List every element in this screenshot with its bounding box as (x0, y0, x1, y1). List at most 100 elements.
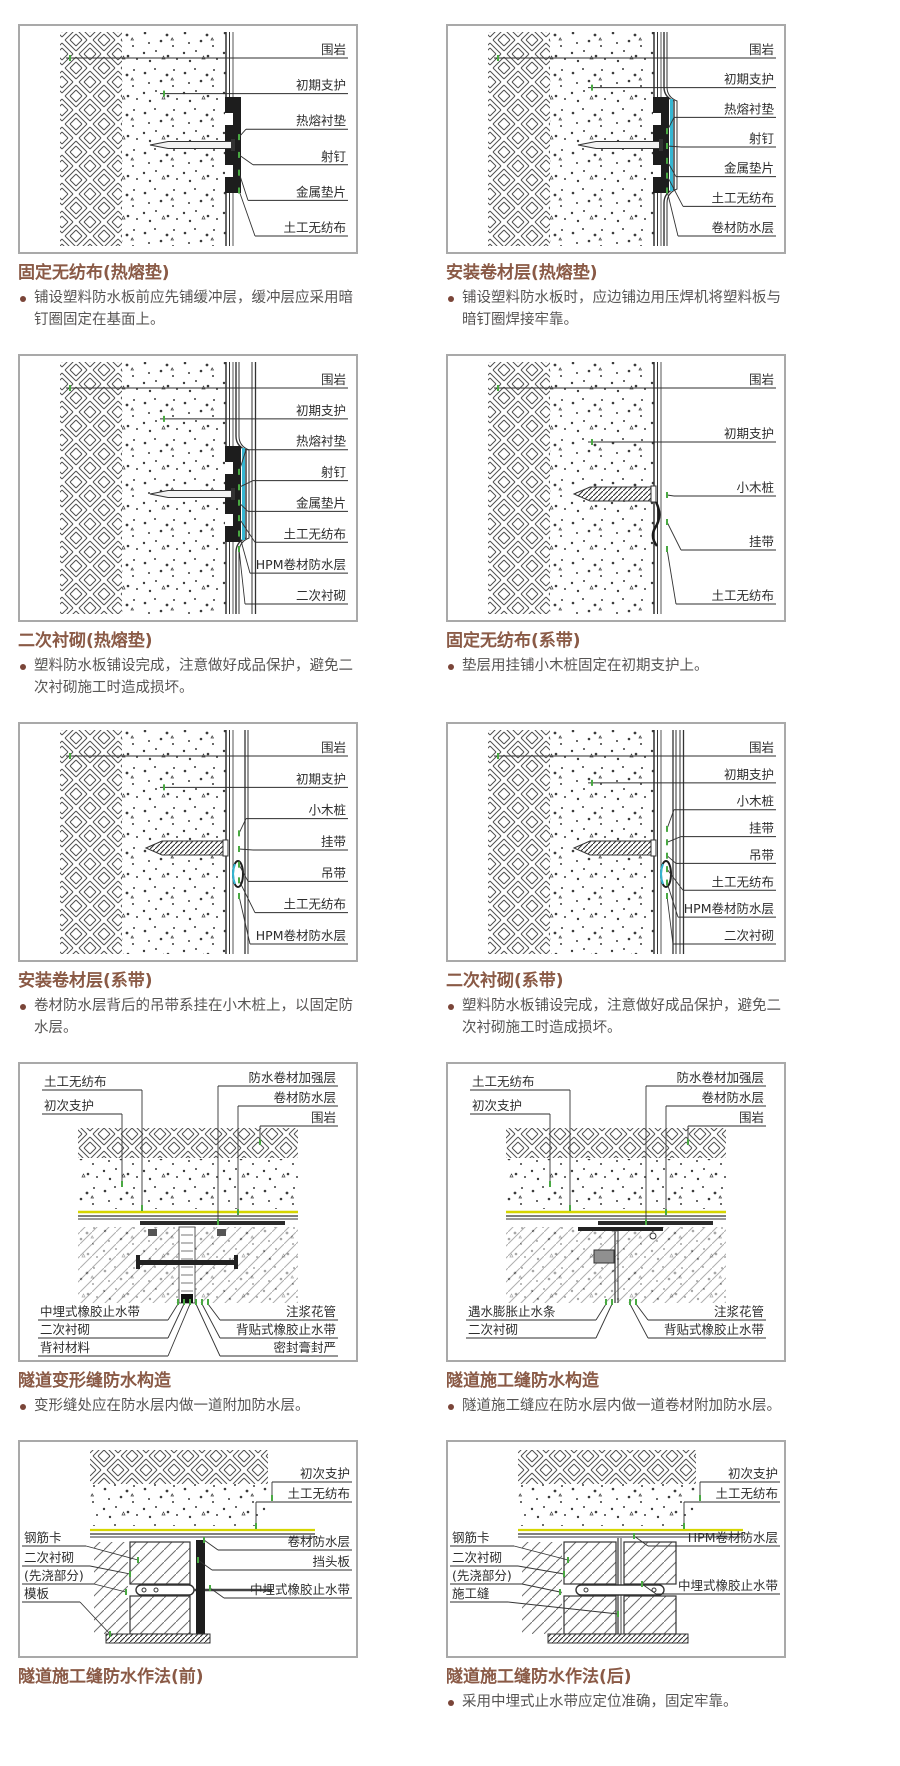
diagram-label: 初次支护 (44, 1098, 94, 1113)
figure-notes: 铺设塑料防水板时，应边铺边用压焊机将塑料板与暗钉圈焊接牢靠。 (446, 288, 786, 332)
diagram-label: 射钉 (321, 464, 347, 479)
diagram-box: 初次支护 土工无纺布 HPM卷材防水层 中埋式橡胶止水带 钢筋卡 二次衬砌 (先浇部分) 施工… (446, 1439, 786, 1658)
diagram-label: 土工无纺布 (287, 1486, 350, 1501)
diagram-label: 防水卷材加强层 (676, 1070, 764, 1085)
diagram-label: 二次衬砌 (724, 928, 774, 943)
diagram-label: 围岩 (749, 740, 774, 755)
diagram-label: 卷材防水层 (287, 1534, 350, 1549)
figure-notes: 塑料防水板铺设完成，注意做好成品保护，避免二次衬砌施工时造成损坏。 (18, 656, 358, 700)
diagram-label: 热熔衬垫 (296, 113, 347, 128)
diagram-label: 钢筋卡 (24, 1530, 62, 1545)
diagram-label: 二次衬砌 (40, 1322, 90, 1337)
diagram-label: HPM卷材防水层 (688, 1530, 778, 1545)
figure-title: 隧道施工缝防水作法(前) (18, 1666, 204, 1687)
figure-cell-deformation-joint: 土工无纺布 初次支护 防水卷材加强层 卷材防水层 围岩 中埋式橡胶止水带 二次衬砌 背衬材料 注… (18, 1061, 358, 1420)
diagram-label: 土工无纺布 (711, 588, 774, 603)
figure-notes: 塑料防水板铺设完成，注意做好成品保护，避免二次衬砌施工时造成损坏。 (446, 996, 786, 1040)
figure-title: 二次衬砌(系带) (446, 970, 564, 991)
diagram-label: 挂带 (749, 820, 774, 835)
diagram-label: 围岩 (321, 372, 346, 387)
figure-cell-install-membrane-strap: 围岩 初期支护 小木桩 挂带 吊带 土工无纺布 HPM卷材防水层 安装卷材层(系带) 卷材防… (18, 721, 358, 1042)
diagram-label: 中埋式橡胶止水带 (678, 1578, 778, 1593)
diagram-label: 土工无纺布 (711, 190, 774, 205)
diagram-label: 金属垫片 (724, 161, 774, 176)
diagram-label: 卷材防水层 (711, 220, 774, 235)
diagram-box: 初次支护 土工无纺布 卷材防水层 挡头板 中埋式橡胶止水带 钢筋卡 二次衬砌 (先浇部分) 模板 (18, 1439, 358, 1658)
diagram-label: 钢筋卡 (452, 1530, 490, 1545)
diagram-label: 初次支护 (728, 1466, 778, 1481)
diagram-label: 小木桩 (308, 802, 346, 817)
figure-title: 固定无纺布(系带) (446, 630, 581, 651)
diagram-label: 卷材防水层 (701, 1090, 764, 1105)
diagram-label: 射钉 (749, 131, 775, 146)
diagram-label: 防水卷材加强层 (248, 1070, 336, 1085)
diagram-box: 土工无纺布 初次支护 防水卷材加强层 卷材防水层 围岩 遇水膨胀止水条 二次衬砌 注浆花管 背贴… (446, 1061, 786, 1362)
diagram-label: 土工无纺布 (44, 1074, 107, 1089)
figure-notes: 变形缝处应在防水层内做一道附加防水层。 (18, 1396, 358, 1418)
diagram-label: 初期支护 (296, 771, 346, 786)
diagram-label: 中埋式橡胶止水带 (40, 1304, 140, 1319)
diagram-label: 背贴式橡胶止水带 (664, 1322, 764, 1337)
diagram-label: 二次衬砌 (24, 1550, 74, 1565)
figure-cell-secondary-lining-hotmelt: 围岩 初期支护 热熔衬垫 射钉 金属垫片 土工无纺布 HPM卷材防水层 二次衬砌 二次衬砌(热… (18, 353, 358, 702)
diagram-label: 初期支护 (724, 767, 774, 782)
diagram-label: 二次衬砌 (296, 588, 346, 603)
diagram-label: 背贴式橡胶止水带 (236, 1322, 336, 1337)
diagram-label: 初次支护 (472, 1098, 522, 1113)
figure-cell-fix-nonwoven-hotmelt: 围岩 初期支护 热熔衬垫 射钉 金属垫片 土工无纺布 固定无纺布(热熔垫) 铺设塑料防水板… (18, 24, 358, 334)
diagram-label: 二次衬砌 (468, 1322, 518, 1337)
note-bullet: 隧道施工缝应在防水层内做一道卷材附加防水层。 (446, 1396, 786, 1418)
figure-row-5: 初次支护 土工无纺布 卷材防水层 挡头板 中埋式橡胶止水带 钢筋卡 二次衬砌 (先浇部分) 模板… (18, 1439, 900, 1716)
diagram-label: HPM卷材防水层 (684, 901, 774, 916)
diagram-label: 密封膏封严 (273, 1340, 336, 1355)
diagram-label: 挂带 (321, 834, 346, 849)
diagram-label: 注浆花管 (714, 1304, 764, 1319)
diagram-label: 挂带 (749, 534, 774, 549)
figure-title: 安装卷材层(热熔垫) (446, 263, 598, 283)
diagram-label: 围岩 (311, 1110, 336, 1125)
diagram-label: 土工无纺布 (283, 526, 346, 541)
note-bullet: 变形缝处应在防水层内做一道附加防水层。 (18, 1396, 358, 1418)
figure-cell-fix-nonwoven-strap: 围岩 初期支护 小木桩 挂带 土工无纺布 固定无纺布(系带) 垫层用挂铺小木桩固定在初期… (446, 353, 786, 702)
diagram-label: 围岩 (321, 42, 346, 57)
diagram-label: 卷材防水层 (273, 1090, 336, 1105)
diagram-label: 小木桩 (736, 793, 774, 808)
diagram-label: 热熔衬垫 (724, 101, 775, 116)
diagram-box: 围岩 初期支护 小木桩 挂带 吊带 土工无纺布 HPM卷材防水层 (18, 721, 358, 962)
figure-notes: 隧道施工缝应在防水层内做一道卷材附加防水层。 (446, 1396, 786, 1418)
diagram-label: 初次支护 (300, 1466, 350, 1481)
diagram-label: 土工无纺布 (283, 896, 346, 911)
diagram-label: 围岩 (749, 372, 774, 387)
figure-title: 隧道施工缝防水作法(后) (446, 1666, 632, 1687)
diagram-label: HPM卷材防水层 (256, 928, 346, 943)
figure-row-2: 围岩 初期支护 热熔衬垫 射钉 金属垫片 土工无纺布 HPM卷材防水层 二次衬砌 二次衬砌(热… (18, 353, 900, 702)
diagram-label: 金属垫片 (296, 184, 346, 199)
diagram-label: 热熔衬垫 (296, 434, 347, 449)
diagram-label: (先浇部分) (452, 1568, 512, 1583)
diagram-label: 小木桩 (736, 480, 774, 495)
diagram-label: 初期支护 (724, 426, 774, 441)
diagram-label: 土工无纺布 (472, 1074, 535, 1089)
figure-cell-secondary-lining-strap: 围岩 初期支护 小木桩 挂带 吊带 土工无纺布 HPM卷材防水层 二次衬砌 二次衬砌(系带) … (446, 721, 786, 1042)
diagram-label: 围岩 (739, 1110, 764, 1125)
figure-notes: 采用中埋式止水带应定位准确，固定牢靠。 (446, 1692, 786, 1714)
note-bullet: 塑料防水板铺设完成，注意做好成品保护，避免二次衬砌施工时造成损坏。 (18, 656, 358, 700)
figure-cell-construction-joint: 土工无纺布 初次支护 防水卷材加强层 卷材防水层 围岩 遇水膨胀止水条 二次衬砌 注浆花管 背贴… (446, 1061, 786, 1420)
diagram-label: 金属垫片 (296, 495, 346, 510)
diagram-label: 挡头板 (312, 1554, 350, 1569)
figure-notes: 铺设塑料防水板前应先铺缓冲层，缓冲层应采用暗钉圈固定在基面上。 (18, 288, 358, 332)
diagram-box: 土工无纺布 初次支护 防水卷材加强层 卷材防水层 围岩 中埋式橡胶止水带 二次衬砌 背衬材料 注… (18, 1061, 358, 1362)
diagram-label: 围岩 (321, 740, 346, 755)
diagram-label: 土工无纺布 (283, 220, 346, 235)
diagram-label: 注浆花管 (286, 1304, 336, 1319)
diagram-box: 围岩 初期支护 热熔衬垫 射钉 金属垫片 土工无纺布 HPM卷材防水层 二次衬砌 (18, 353, 358, 622)
